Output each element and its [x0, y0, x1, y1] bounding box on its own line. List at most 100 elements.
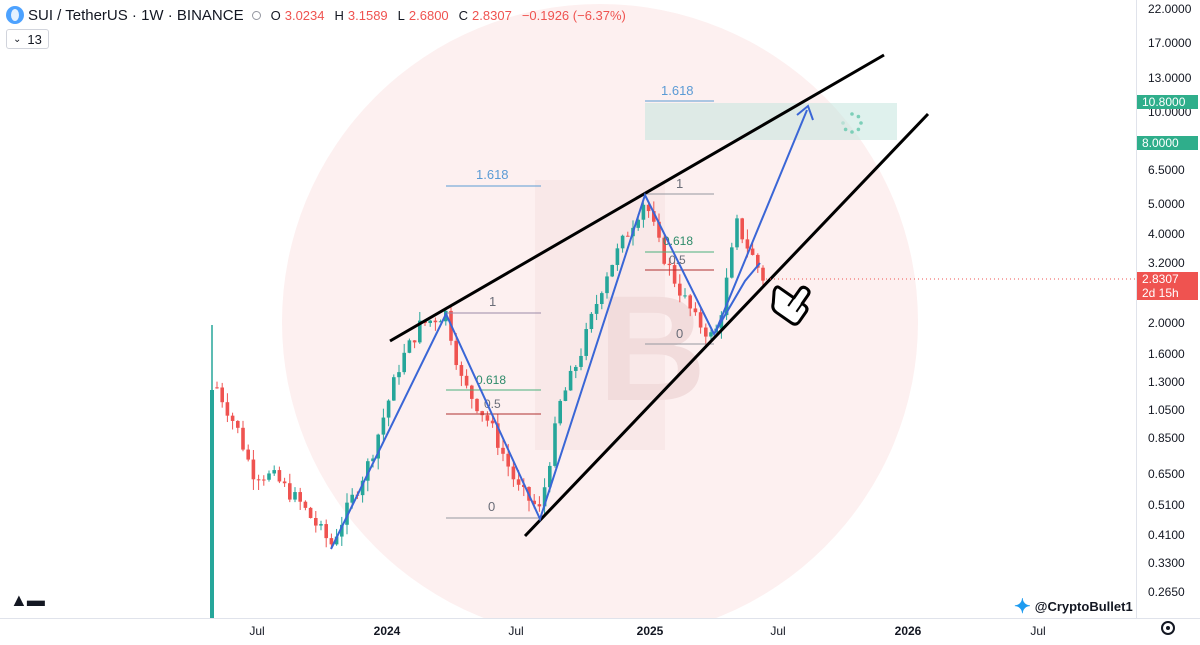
- candle-body: [392, 377, 396, 401]
- candle-body: [402, 352, 406, 373]
- high-label: H: [334, 7, 344, 23]
- candle-body: [553, 423, 557, 466]
- current-price-badge: 2.8307: [1137, 272, 1198, 286]
- x-tick-label: 2026: [894, 624, 922, 638]
- candle-body: [381, 417, 386, 435]
- candle-body: [532, 500, 536, 505]
- candle-body: [267, 473, 271, 480]
- x-tick-label: 2025: [636, 624, 664, 638]
- candle-body: [282, 481, 287, 484]
- fib-label-1-a: 1: [489, 294, 496, 309]
- candle-body: [724, 277, 729, 316]
- candle-body: [480, 411, 484, 416]
- twitter-watermark: ✦ @CryptoBullet1: [1014, 594, 1133, 619]
- y-tick-label: 6.5000: [1148, 163, 1185, 177]
- candle-body: [397, 372, 401, 378]
- y-tick-label: 0.3300: [1148, 556, 1185, 570]
- wave-path: [330, 192, 761, 550]
- candle-body: [761, 267, 765, 281]
- candle-body: [418, 320, 422, 343]
- candle-body: [277, 470, 282, 482]
- y-tick-label: 22.0000: [1148, 2, 1192, 16]
- fib-label-0618-a: 0.618: [476, 373, 506, 387]
- candle-body: [428, 320, 432, 324]
- candle-body: [501, 447, 505, 454]
- candle-body: [220, 387, 224, 403]
- candle-body: [568, 370, 573, 391]
- candle-body: [303, 501, 308, 508]
- candle-body: [345, 502, 349, 525]
- candle-body: [251, 459, 256, 480]
- chevron-down-icon: ⌄: [13, 33, 22, 45]
- candle-body: [288, 483, 292, 500]
- y-tick-label: 13.0000: [1148, 71, 1192, 85]
- studies-toggle-button[interactable]: ⌄ 13: [6, 29, 49, 49]
- candle-body: [704, 327, 708, 337]
- candle-body: [698, 312, 703, 328]
- candle-body: [256, 479, 261, 481]
- price-chart[interactable]: B 1 0.618 0.5 0 1.618 1 0.618 0.5 0 1.61…: [0, 0, 1136, 618]
- candle-body: [584, 329, 588, 356]
- fib-label-1-b: 1: [676, 176, 683, 191]
- candle-body: [740, 218, 744, 240]
- candle-body: [454, 340, 458, 366]
- candle-body: [657, 221, 661, 238]
- candle-body: [688, 295, 692, 309]
- candle-body: [262, 479, 266, 481]
- gear-icon[interactable]: [1161, 621, 1175, 635]
- y-tick-label: 4.0000: [1148, 227, 1185, 241]
- candle-body: [745, 239, 750, 249]
- projection-arrowhead-icon: [796, 104, 814, 121]
- candle-body: [340, 524, 344, 537]
- candle-body: [730, 247, 734, 278]
- candle-body: [230, 415, 235, 421]
- candle-body: [329, 538, 334, 545]
- candle-body: [485, 415, 490, 421]
- y-tick-label: 2.0000: [1148, 316, 1185, 330]
- candle-body: [667, 263, 672, 266]
- change-value: −0.1926 (−6.37%): [521, 7, 626, 23]
- y-tick-label: 0.6500: [1148, 467, 1185, 481]
- candle-body: [594, 304, 599, 314]
- candle-body: [563, 390, 568, 401]
- candle-body: [376, 434, 380, 459]
- candle-body: [735, 218, 739, 248]
- candle-body: [605, 276, 609, 294]
- candle-body: [506, 453, 510, 467]
- channel-upper-line: [389, 53, 885, 343]
- close-label: C: [458, 7, 469, 23]
- time-axis[interactable]: [0, 618, 1200, 645]
- candle-body: [236, 420, 240, 428]
- candle-body: [438, 321, 443, 323]
- x-tick-label: Jul: [249, 624, 265, 638]
- fib-label-1618-a: 1.618: [476, 167, 509, 182]
- candle-body: [646, 204, 651, 212]
- symbol-title[interactable]: SUI / TetherUS · 1W · BINANCE: [28, 6, 244, 24]
- candle-body: [750, 248, 755, 255]
- channel-lower-line: [523, 112, 930, 538]
- fib-label-1618-b: 1.618: [661, 83, 694, 98]
- fib-label-0-b: 0: [676, 326, 683, 341]
- candle-body: [558, 400, 562, 424]
- candle-body: [210, 390, 214, 618]
- candle-body: [672, 265, 677, 284]
- candle-body: [662, 237, 666, 264]
- candle-body: [246, 449, 250, 460]
- tradingview-logo[interactable]: ▲▬: [10, 590, 45, 610]
- candle-body: [314, 518, 318, 526]
- y-tick-label: 0.4100: [1148, 528, 1185, 542]
- candle-body: [756, 254, 760, 268]
- open-value: 3.0234: [284, 7, 325, 23]
- y-tick-label: 0.8500: [1148, 431, 1185, 445]
- y-tick-label: 1.0500: [1148, 403, 1185, 417]
- candle-body: [475, 398, 479, 412]
- candle-body: [641, 204, 646, 220]
- studies-count: 13: [27, 31, 42, 47]
- market-status-icon: [251, 10, 261, 20]
- candle-body: [589, 313, 594, 330]
- candle-body: [386, 400, 391, 418]
- candle-body: [324, 524, 328, 539]
- candle-body: [615, 248, 620, 265]
- price-axis[interactable]: [1136, 0, 1200, 618]
- low-label: L: [397, 7, 405, 23]
